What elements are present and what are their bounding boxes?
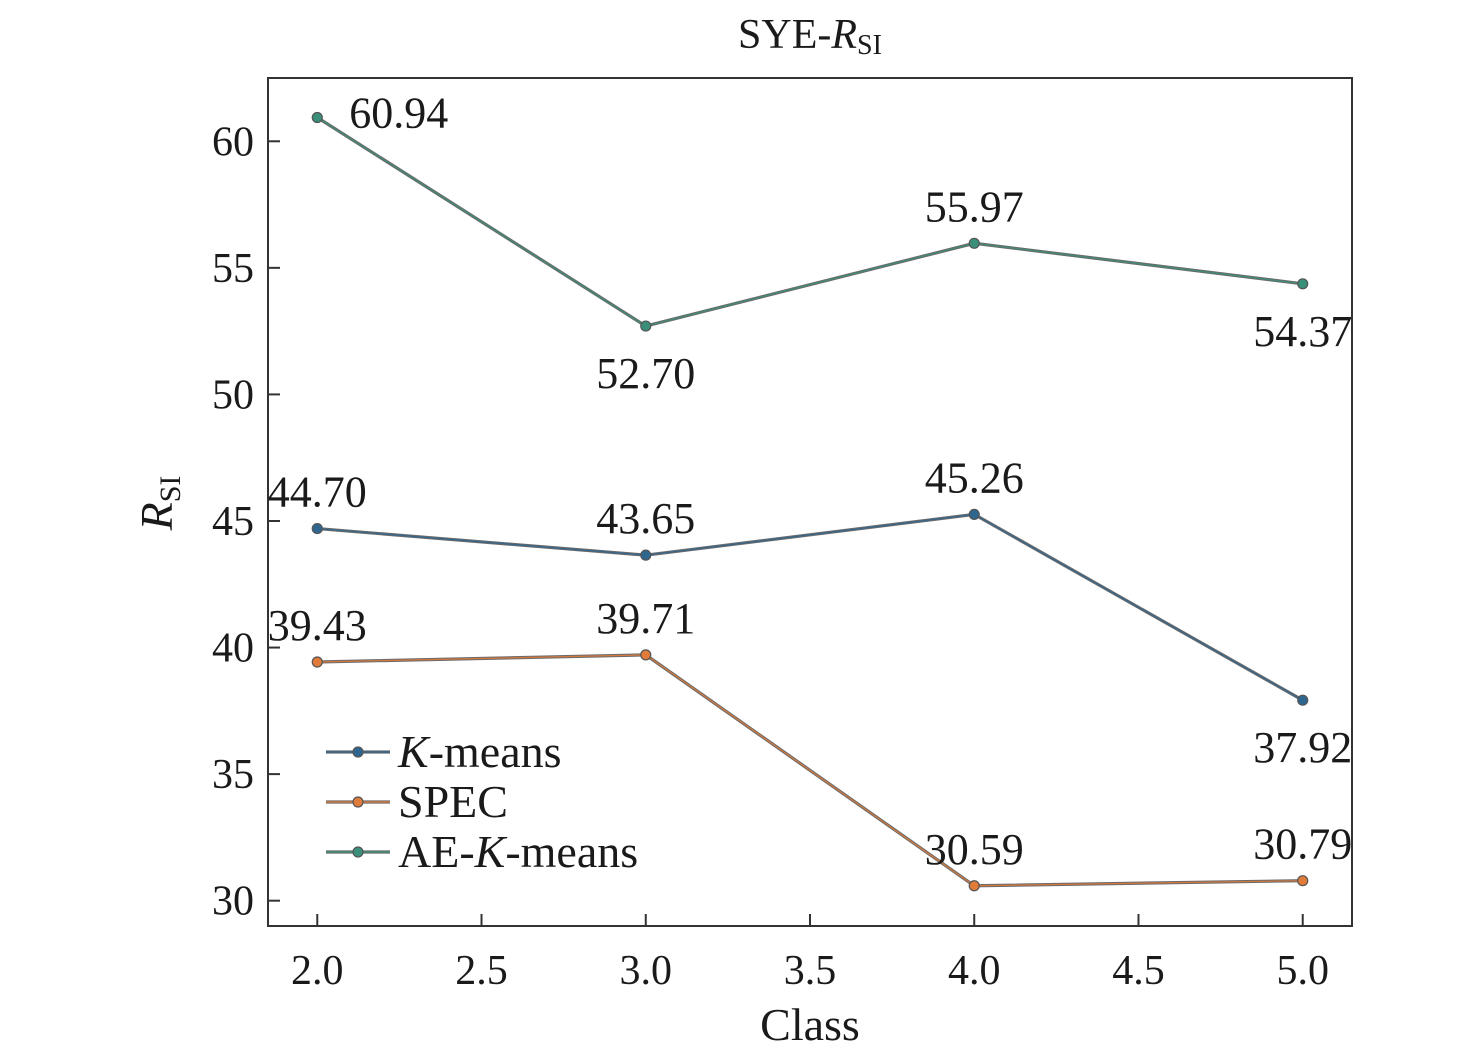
series-group: 44.70 43.65 45.26 37.92 bbox=[268, 453, 1352, 772]
data-label: 60.94 bbox=[349, 88, 448, 137]
y-tick-label: 40 bbox=[212, 626, 254, 672]
series-line-tint bbox=[317, 513, 1304, 701]
series-line-tint bbox=[317, 654, 1303, 887]
y-tick-label: 60 bbox=[212, 119, 254, 165]
y-axis-title: RSI bbox=[131, 476, 187, 532]
series-layer: 44.70 43.65 45.26 37.92 39.43 39.71 30.59 30.79… bbox=[268, 88, 1352, 892]
data-point bbox=[311, 111, 323, 124]
x-tick-label: 4.0 bbox=[948, 948, 1001, 994]
data-point bbox=[1297, 875, 1309, 887]
x-axis-title: Class bbox=[760, 999, 860, 1050]
legend-marker bbox=[352, 746, 364, 758]
data-label: 43.65 bbox=[596, 494, 695, 543]
data-point bbox=[640, 549, 652, 561]
data-label: 39.71 bbox=[596, 594, 695, 643]
data-point bbox=[311, 656, 323, 668]
legend-item: SPEC bbox=[326, 776, 508, 827]
legend-item: K-means bbox=[326, 726, 562, 777]
y-tick-label: 50 bbox=[212, 372, 254, 418]
x-tick-label: 4.5 bbox=[1112, 948, 1165, 994]
series-line bbox=[316, 116, 1303, 328]
data-label: 39.43 bbox=[268, 601, 367, 650]
x-tick-label: 3.0 bbox=[620, 948, 673, 994]
data-label: 37.92 bbox=[1253, 723, 1352, 772]
x-tick-label: 3.5 bbox=[784, 948, 837, 994]
data-point bbox=[968, 237, 980, 249]
chart-title: SYE-RSI bbox=[738, 12, 882, 61]
data-label: 30.59 bbox=[925, 825, 1024, 874]
data-label: 30.79 bbox=[1253, 820, 1352, 869]
data-point bbox=[968, 880, 980, 892]
data-label: 52.70 bbox=[596, 349, 695, 398]
x-axis: 2.0 2.5 3.0 3.5 4.0 4.5 5.0 bbox=[291, 914, 1329, 994]
x-tick-label: 5.0 bbox=[1276, 948, 1329, 994]
x-tick-label: 2.0 bbox=[291, 948, 344, 994]
series-line-tint bbox=[316, 116, 1303, 327]
y-axis: 30 35 40 45 50 55 60 bbox=[212, 119, 280, 925]
series-group: 60.94 52.70 55.97 54.37 bbox=[311, 88, 1352, 398]
legend-marker bbox=[352, 846, 364, 858]
data-point bbox=[311, 522, 323, 535]
y-tick-label: 35 bbox=[212, 752, 254, 798]
y-tick-label: 30 bbox=[212, 879, 254, 925]
y-tick-label: 55 bbox=[212, 246, 254, 292]
legend-marker bbox=[352, 796, 364, 808]
data-point bbox=[1297, 278, 1309, 290]
data-point bbox=[1297, 694, 1309, 706]
data-label: 55.97 bbox=[925, 182, 1024, 231]
legend-label: K-means bbox=[397, 726, 562, 777]
data-point bbox=[640, 649, 652, 661]
legend-label: AE-K-means bbox=[398, 826, 638, 877]
data-label: 45.26 bbox=[925, 453, 1024, 502]
legend-label: SPEC bbox=[398, 776, 508, 827]
data-label: 44.70 bbox=[268, 468, 367, 517]
data-label: 54.37 bbox=[1253, 307, 1352, 356]
data-point bbox=[968, 508, 980, 521]
legend-item: AE-K-means bbox=[326, 826, 638, 877]
x-tick-label: 2.5 bbox=[455, 948, 508, 994]
series-line bbox=[317, 512, 1304, 702]
series-group: 39.43 39.71 30.59 30.79 bbox=[268, 594, 1352, 892]
data-point bbox=[640, 320, 652, 332]
y-tick-label: 45 bbox=[212, 499, 254, 545]
